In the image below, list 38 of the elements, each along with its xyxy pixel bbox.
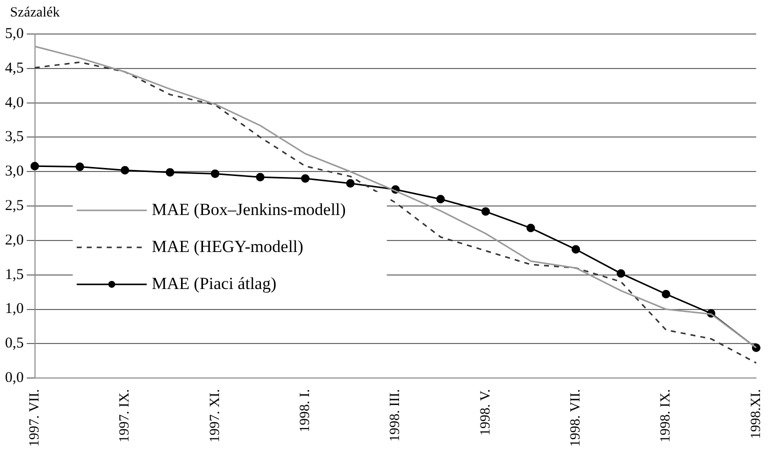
legend-label: MAE (Box–Jenkins-modell) [152, 200, 346, 219]
point [572, 245, 580, 254]
y-tick-label: 1,0 [5, 301, 24, 318]
y-tick-label: 5,0 [5, 26, 24, 42]
x-tick-label: 1998. I. [298, 389, 313, 432]
x-tick-label: 1998. III. [388, 389, 404, 442]
point [526, 224, 535, 232]
y-axis-title: Százalék [10, 6, 60, 21]
x-tick-label: 1997. XI. [208, 389, 223, 442]
y-tick-label: 1,5 [5, 266, 24, 283]
legend-label: MAE (HEGY-modell) [152, 236, 304, 256]
x-tick-label: 1997. VII. [27, 389, 42, 447]
y-tick-label: 2,5 [5, 198, 24, 214]
x-tick-label: 1998. IX. [658, 389, 674, 442]
point [436, 194, 445, 204]
point [616, 269, 626, 278]
x-tick-label: 1998. V. [478, 389, 494, 436]
point [346, 179, 355, 188]
point [301, 174, 310, 183]
point [256, 172, 264, 182]
y-tick-label: 4,0 [5, 94, 24, 111]
point [76, 162, 84, 172]
y-tick-label: 0,0 [5, 370, 24, 386]
point [210, 169, 220, 178]
point [30, 162, 39, 170]
y-tick-label: 2,0 [5, 232, 24, 248]
legend-label: MAE (Piaci átlag) [152, 274, 276, 293]
y-tick-label: 4,5 [5, 60, 24, 76]
point [120, 166, 130, 174]
point [481, 207, 490, 216]
x-tick-label: 1998.XI. [748, 389, 764, 439]
point [662, 290, 670, 298]
y-tick-label: 3,0 [5, 164, 24, 180]
x-tick-label: 1997. IX. [118, 389, 133, 442]
y-tick-label: 3,5 [5, 129, 24, 146]
point [166, 168, 174, 177]
x-tick-label: 1998. VII. [568, 389, 584, 447]
y-tick-label: 0,5 [5, 336, 24, 352]
